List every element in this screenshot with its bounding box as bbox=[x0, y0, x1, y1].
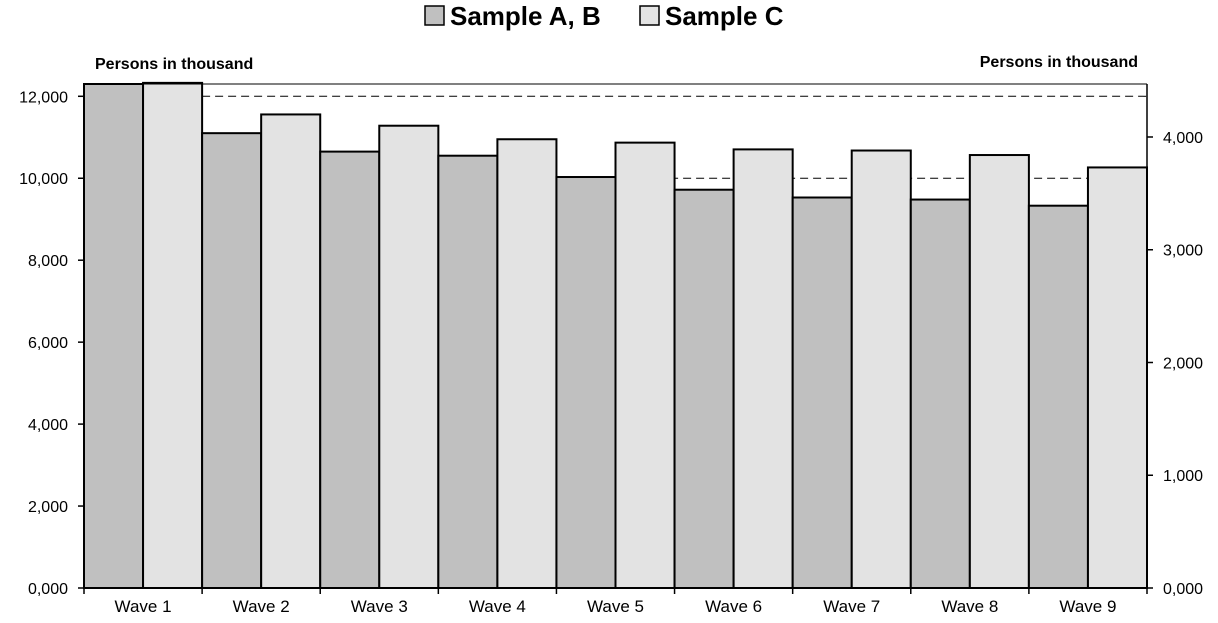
x-tick-label: Wave 8 bbox=[941, 597, 998, 616]
x-tick-label: Wave 2 bbox=[233, 597, 290, 616]
bar-series-1-4 bbox=[437, 154, 499, 590]
x-tick-label: Wave 7 bbox=[823, 597, 880, 616]
bar-series-2-4 bbox=[496, 138, 558, 589]
x-tick-label: Wave 6 bbox=[705, 597, 762, 616]
legend-label-series-1: Sample A, B bbox=[450, 1, 601, 31]
bar-series-2-1 bbox=[142, 81, 204, 589]
left-tick-label: 10,000 bbox=[19, 171, 68, 188]
x-tick-label: Wave 3 bbox=[351, 597, 408, 616]
legend-swatch-series-1 bbox=[424, 5, 445, 26]
bar-series-1-1 bbox=[83, 83, 145, 589]
right-tick-label: 2,000 bbox=[1163, 355, 1203, 372]
right-tick-label: 4,000 bbox=[1163, 130, 1203, 147]
left-axis-title: Persons in thousand bbox=[95, 56, 253, 73]
x-tick-label: Wave 1 bbox=[115, 597, 172, 616]
left-tick-label: 6,000 bbox=[28, 335, 68, 352]
plot-area: Wave 1 Wave 2 Wave 3 Wave 4 Wave 5 Wave 6 Wave… bbox=[19, 81, 1203, 616]
legend-label-series-2: Sample C bbox=[665, 1, 784, 31]
bar-series-1-7 bbox=[791, 196, 853, 589]
right-tick-label: 3,000 bbox=[1163, 243, 1203, 260]
right-tick-label: 1,000 bbox=[1163, 468, 1203, 485]
bar-series-2-6 bbox=[732, 148, 794, 589]
bar-series-2-9 bbox=[1086, 166, 1149, 589]
legend-swatch-series-2 bbox=[639, 5, 660, 26]
legend: Sample A, B Sample C bbox=[424, 1, 784, 31]
bar-series-2-5 bbox=[614, 141, 676, 590]
x-tick-label: Wave 5 bbox=[587, 597, 644, 616]
bar-series-2-3 bbox=[378, 124, 440, 590]
left-tick-label: 0,000 bbox=[28, 581, 68, 598]
bar-series-1-8 bbox=[909, 198, 971, 590]
bar-series-2-7 bbox=[850, 149, 912, 589]
left-tick-label: 4,000 bbox=[28, 417, 68, 434]
bar-series-1-9 bbox=[1027, 204, 1089, 589]
bar-series-2-2 bbox=[260, 113, 322, 589]
bar-series-1-2 bbox=[201, 132, 263, 589]
bar-series-1-3 bbox=[319, 150, 381, 590]
bar-series-1-5 bbox=[555, 176, 617, 589]
x-tick-label: Wave 9 bbox=[1059, 597, 1116, 616]
bar-series-1-6 bbox=[673, 188, 735, 589]
bar-series-2-8 bbox=[968, 154, 1030, 589]
left-tick-label: 8,000 bbox=[28, 253, 68, 270]
right-axis-title: Persons in thousand bbox=[980, 54, 1138, 71]
right-tick-label: 0,000 bbox=[1163, 581, 1203, 598]
left-tick-label: 2,000 bbox=[28, 499, 68, 516]
left-tick-label: 12,000 bbox=[19, 89, 68, 106]
x-tick-label: Wave 4 bbox=[469, 597, 526, 616]
